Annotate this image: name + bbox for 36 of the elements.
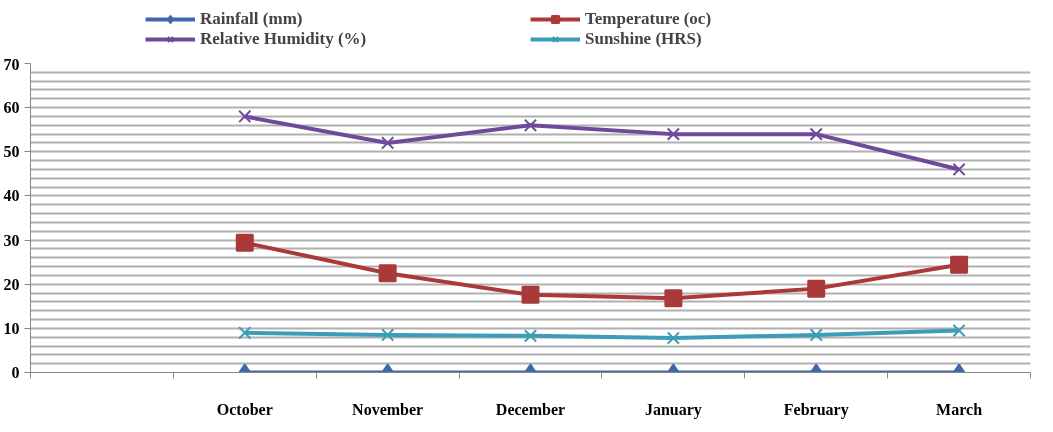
point [666,127,681,141]
legend-label: Temperature (oc) [585,9,713,29]
point [809,127,823,141]
y-tick-label: 70 [3,55,20,73]
point [238,326,252,340]
y-tick-label: 60 [3,99,20,117]
x-tick-label: February [783,400,849,419]
x-tick-label: November [352,400,424,418]
x-tick-label: January [644,400,702,419]
y-tick-label: 0 [11,364,20,381]
x-tick-label: December [495,400,566,418]
x-tick-label: March [936,400,983,418]
point [521,285,540,304]
point [664,289,683,308]
point [378,264,397,283]
point [952,323,966,338]
y-tick-label: 20 [3,275,20,293]
point [809,328,823,342]
legend-label: Sunshine (HRS) [585,29,703,49]
legend-label: Relative Humidity (%) [200,29,368,49]
x-tick-label: October [216,400,273,418]
point [523,329,538,343]
point [235,233,254,252]
point [523,118,538,132]
y-tick-label: 10 [3,319,20,337]
point [952,162,966,177]
legend-label: Rainfall (mm) [200,9,304,29]
point [666,331,681,345]
point [380,328,395,342]
y-tick-label: 40 [3,187,20,205]
point [380,136,395,150]
y-tick-label: 30 [3,231,20,249]
point [807,279,826,298]
point [950,255,969,274]
point [238,109,252,124]
y-tick-label: 50 [3,143,20,161]
